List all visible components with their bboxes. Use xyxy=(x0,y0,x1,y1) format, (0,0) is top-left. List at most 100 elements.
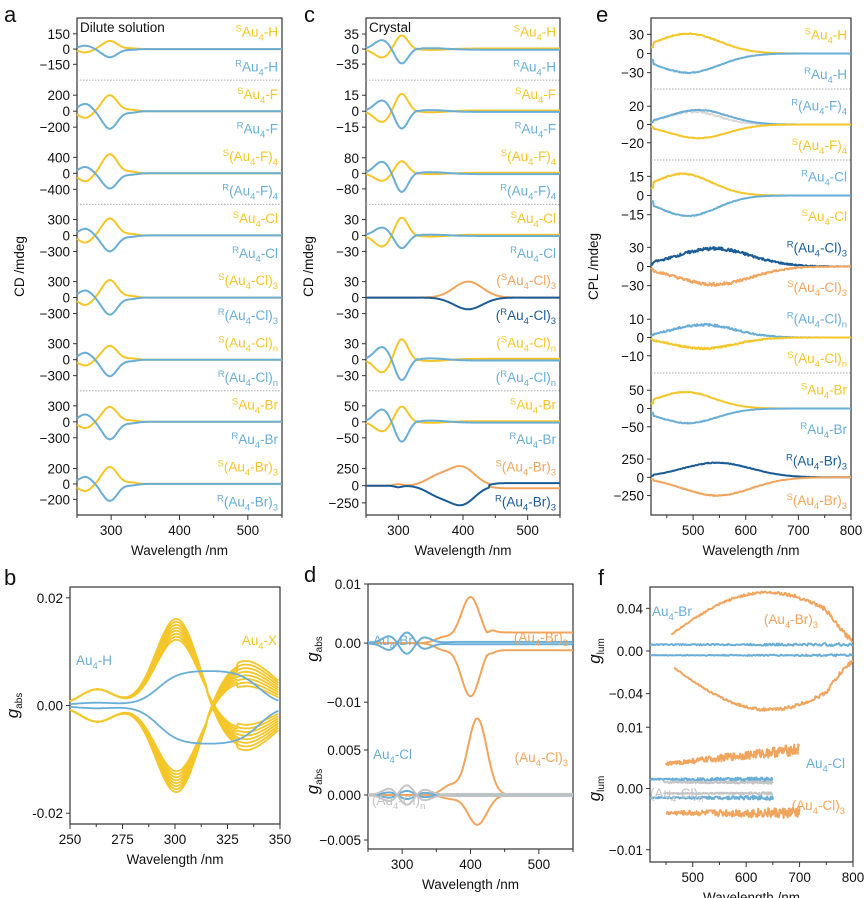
series-label-bottom: R(Au4-Br)3 xyxy=(217,493,278,513)
y-tick-label: −150 xyxy=(40,57,70,72)
annotation-au4-cl: Au4-Cl xyxy=(806,756,845,775)
y-tick-label: 15 xyxy=(629,169,644,184)
x-tick-label: 250 xyxy=(59,832,82,847)
x-tick-label: 400 xyxy=(459,857,482,872)
series-label-top: SAu4-Br xyxy=(510,396,557,416)
y-tick-label: 0.00 xyxy=(335,636,361,651)
y-tick-label: −30 xyxy=(336,244,359,259)
plot-frame xyxy=(367,583,574,850)
stack-2: 800−80 S(Au4-F)4 R(Au4-F)4 xyxy=(336,148,561,205)
y-tick-label: 300 xyxy=(47,399,70,414)
y-tick-label: 0.00 xyxy=(617,644,643,659)
series-line xyxy=(69,670,279,706)
x-tick-label: 400 xyxy=(168,523,191,538)
y-tick-label: −30 xyxy=(336,307,359,322)
y-tick-label: 50 xyxy=(629,383,644,398)
y-tick-label: −250 xyxy=(614,489,644,504)
y-axis-title: CD /mdeg xyxy=(301,236,316,297)
y-tick-label: 30 xyxy=(629,27,644,42)
x-axis-title: Wavelength /nm xyxy=(702,543,799,558)
y-tick-label: 0 xyxy=(636,118,644,133)
y-axis-title: gabs xyxy=(303,769,325,795)
series-line xyxy=(650,265,852,287)
series-label-bottom: RAu4-H xyxy=(235,58,278,78)
stack-7: 250 0 −250 S(Au4-Br)3 R(Au4-Br)3 xyxy=(329,459,561,513)
x-tick-label: 500 xyxy=(528,857,551,872)
series-line xyxy=(76,44,283,59)
annotation-au4-x: Au4-X xyxy=(242,633,277,652)
y-tick-label: 15 xyxy=(344,88,359,103)
annotation-au4cl3: (Au4-Cl)3 xyxy=(792,798,845,817)
y-tick-label: 80 xyxy=(344,151,359,166)
series-line xyxy=(69,617,279,751)
y-tick-label: 0 xyxy=(351,228,359,243)
y-tick-label: 0.01 xyxy=(617,720,643,735)
annotation-au4br3: (Au4-Br)3 xyxy=(514,630,568,649)
y-tick-label: −20 xyxy=(621,136,644,151)
x-tick-label: 700 xyxy=(788,870,811,885)
y-tick-label: 0.005 xyxy=(327,743,361,758)
x-tick-label: 800 xyxy=(840,523,863,538)
annotation-au4-h: Au4-H xyxy=(76,653,112,672)
x-tick-label: 500 xyxy=(681,870,704,885)
series-label-bottom: RAu4-Cl xyxy=(510,245,556,265)
y-tick-label: 30 xyxy=(344,337,359,352)
annotation-au4-cl: Au4-Cl xyxy=(373,747,412,766)
y-tick-label: 50 xyxy=(344,399,359,414)
y-tick-label: −400 xyxy=(40,182,70,197)
x-tick-label: 300 xyxy=(164,832,187,847)
y-tick-label: 150 xyxy=(47,27,70,42)
y-tick-label: −15 xyxy=(621,208,644,223)
series-label-top: SAu4-Cl xyxy=(233,210,278,230)
x-axis-title: Wavelength /nm xyxy=(422,877,519,892)
x-tick-label: 500 xyxy=(516,523,539,538)
series-line xyxy=(76,39,283,54)
series-line xyxy=(365,408,561,443)
y-tick-label: 0 xyxy=(351,166,359,181)
y-tick-label: 0 xyxy=(636,331,644,346)
series-label-bottom: RAu4-F xyxy=(515,121,556,141)
series-label-bottom: RAu4-Br xyxy=(509,431,556,451)
annotation-au4cl3: (Au4-Cl)3 xyxy=(515,750,568,769)
series-line xyxy=(670,590,854,643)
stack-1: 150−15 SAu4-F RAu4-F xyxy=(336,86,561,141)
series-line xyxy=(365,465,561,490)
y-axis-title: CPL /mdeg xyxy=(586,233,601,300)
y-tick-label: 0 xyxy=(62,228,70,243)
y-tick-label: 0 xyxy=(62,353,70,368)
y-tick-label: −30 xyxy=(621,66,644,81)
y-tick-label: 0 xyxy=(351,104,359,119)
y-tick-label: 0 xyxy=(351,353,359,368)
series-label-bottom: S(Au4-F)4 xyxy=(792,137,847,157)
x-axis-title: Wavelength /nm xyxy=(131,543,228,558)
x-tick-label: 500 xyxy=(237,523,260,538)
panel-letter: f xyxy=(598,565,605,590)
series-label-bottom: SAu4-Cl xyxy=(802,208,847,228)
series-line xyxy=(662,791,774,796)
y-tick-label: 0 xyxy=(636,47,644,62)
series-label-top: S(Au4-Cl)3 xyxy=(218,272,278,292)
y-tick-label: −30 xyxy=(336,369,359,384)
stack-3: 30 0 −30 R(Au4-Cl)3 S(Au4-Cl)3 xyxy=(621,239,852,299)
series-label-top: (SAu4-Cl)n xyxy=(496,334,556,354)
y-tick-label: 20 xyxy=(629,99,644,114)
series-label-bottom: R(Au4-Br)3 xyxy=(495,493,556,513)
series-label-top: RAu4-Cl xyxy=(801,168,847,188)
x-tick-label: 800 xyxy=(842,870,865,885)
y-tick-label: 0 xyxy=(62,104,70,119)
annotation-au4cln: (Au4-Cl)n xyxy=(372,793,425,812)
y-tick-label: −15 xyxy=(336,120,359,135)
annotation-au4-br: Au4-Br xyxy=(652,604,692,623)
annotation-au4cln: (Au4-Cl)n xyxy=(650,786,703,805)
series-line xyxy=(665,806,801,820)
y-tick-label: 200 xyxy=(47,88,70,103)
series-label-top: SAu4-H xyxy=(514,24,556,44)
series-label-top: S(Au4-Br)3 xyxy=(496,459,556,479)
series-label-bottom: R(Au4-Cl)n xyxy=(218,369,278,389)
y-tick-label: −200 xyxy=(40,120,70,135)
stack-2: 15 0 −15 RAu4-Cl SAu4-Cl xyxy=(621,168,852,228)
series-label-top: SAu4-H xyxy=(805,26,847,46)
panel-e: e 30 0 −30 SAu4-H RAu4-H 20 0 −20 R(Au4-F)4 S(Au4-… xyxy=(586,2,862,558)
series-line xyxy=(367,635,573,655)
